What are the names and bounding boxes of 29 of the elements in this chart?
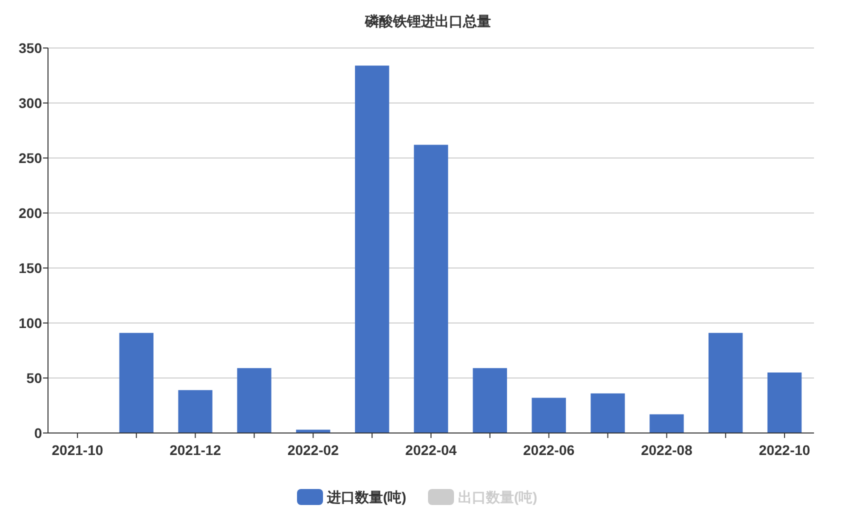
bar (472, 368, 508, 433)
bar (296, 430, 330, 433)
chart-title: 磷酸铁锂进出口总量 (364, 13, 491, 29)
bar (354, 66, 390, 433)
bar (414, 144, 448, 433)
y-tick-label: 150 (18, 260, 42, 276)
x-tick-label: 2022-06 (523, 442, 575, 458)
y-tick-label: 0 (34, 424, 42, 441)
y-tick-label: 200 (18, 204, 42, 221)
y-tick-label: 300 (18, 94, 42, 111)
x-tick-label: 2021-12 (170, 442, 222, 458)
bar (767, 372, 802, 433)
bar (178, 390, 212, 433)
x-tick-label: 2021-10 (52, 442, 104, 458)
legend-label: 进口数量(吨) (326, 488, 406, 505)
bar (650, 414, 684, 433)
x-tick-label: 2022-10 (758, 442, 810, 458)
bar (237, 368, 272, 433)
bar (590, 393, 625, 433)
x-tick-label: 2022-08 (640, 442, 693, 458)
y-tick-label: 250 (18, 150, 42, 166)
y-tick-label: 350 (18, 40, 42, 56)
bar (708, 332, 743, 433)
x-tick-label: 2022-02 (287, 442, 340, 458)
bar (532, 398, 566, 433)
x-tick-label: 2022-04 (405, 442, 457, 458)
y-tick-label: 100 (18, 314, 42, 331)
bar (119, 332, 154, 433)
y-tick-label: 50 (26, 370, 42, 386)
